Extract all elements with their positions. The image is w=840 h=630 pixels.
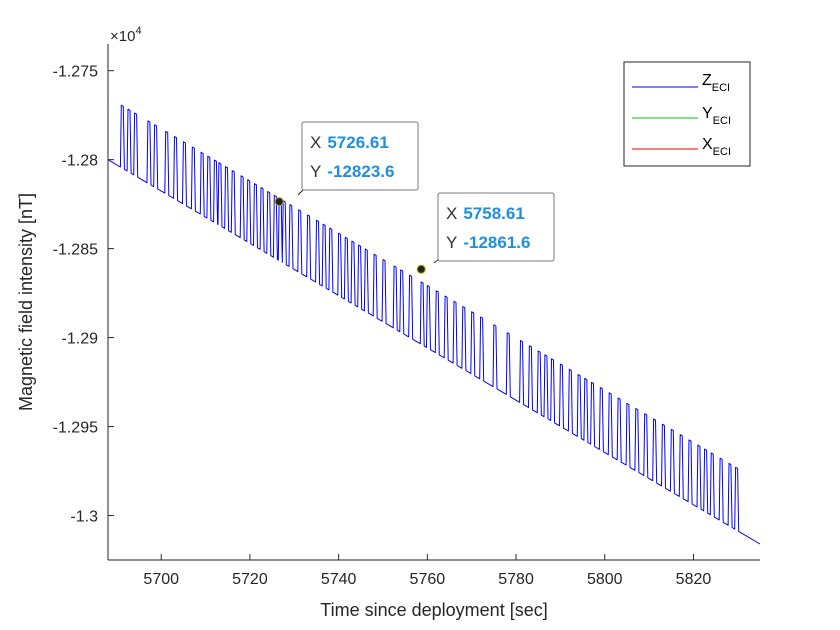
datatip-1-y-line: Y -12823.6: [310, 162, 394, 181]
data-lines: [107, 104, 761, 545]
x-tick-label: 5780: [498, 571, 534, 588]
axes: [107, 44, 760, 561]
x-tick-label: 5740: [321, 571, 357, 588]
legend: ZECI YECI XECI: [623, 61, 751, 167]
x-tick-label: 5820: [676, 571, 712, 588]
datatip-2-marker[interactable]: [416, 264, 426, 274]
legend-label-x: XECI: [702, 136, 731, 158]
datatip-2-box: [437, 192, 555, 262]
datatip-2-x-line: X 5758.61: [446, 204, 525, 223]
datatip-1-leader: [297, 189, 304, 196]
y-ticks: -1.275 -1.28 -1.285 -1.29 -1.295 -1.3: [53, 64, 114, 526]
legend-label-z: ZECI: [702, 72, 730, 94]
y-tick-label: -1.3: [70, 509, 98, 526]
y-tick-label: -1.28: [62, 153, 99, 170]
datatip-1-marker[interactable]: [274, 197, 284, 207]
datatip-1[interactable]: X 5726.61 Y -12823.6: [274, 121, 419, 207]
x-axis-title: Time since deployment [sec]: [320, 600, 547, 620]
y-tick-label: -1.285: [53, 242, 98, 259]
series-line-z: [107, 104, 761, 545]
datatip-1-box: [301, 121, 419, 191]
y-tick-label: -1.295: [53, 420, 98, 437]
x-ticks: 5700 5720 5740 5760 5780 5800 5820: [143, 554, 711, 588]
y-exponent-label: ×104: [110, 25, 142, 45]
datatip-1-x-line: X 5726.61: [310, 133, 389, 152]
legend-label-y: YECI: [702, 105, 731, 127]
x-tick-label: 5760: [410, 571, 446, 588]
y-axis-title: Magnetic field intensity [nT]: [16, 193, 36, 411]
x-tick-label: 5700: [143, 571, 179, 588]
x-tick-label: 5720: [232, 571, 268, 588]
y-tick-label: -1.29: [62, 331, 99, 348]
y-tick-label: -1.275: [53, 64, 98, 81]
datatip-2[interactable]: X 5758.61 Y -12861.6: [416, 192, 555, 274]
x-tick-label: 5800: [587, 571, 623, 588]
legend-box: [623, 61, 751, 167]
datatip-2-y-line: Y -12861.6: [446, 233, 530, 252]
